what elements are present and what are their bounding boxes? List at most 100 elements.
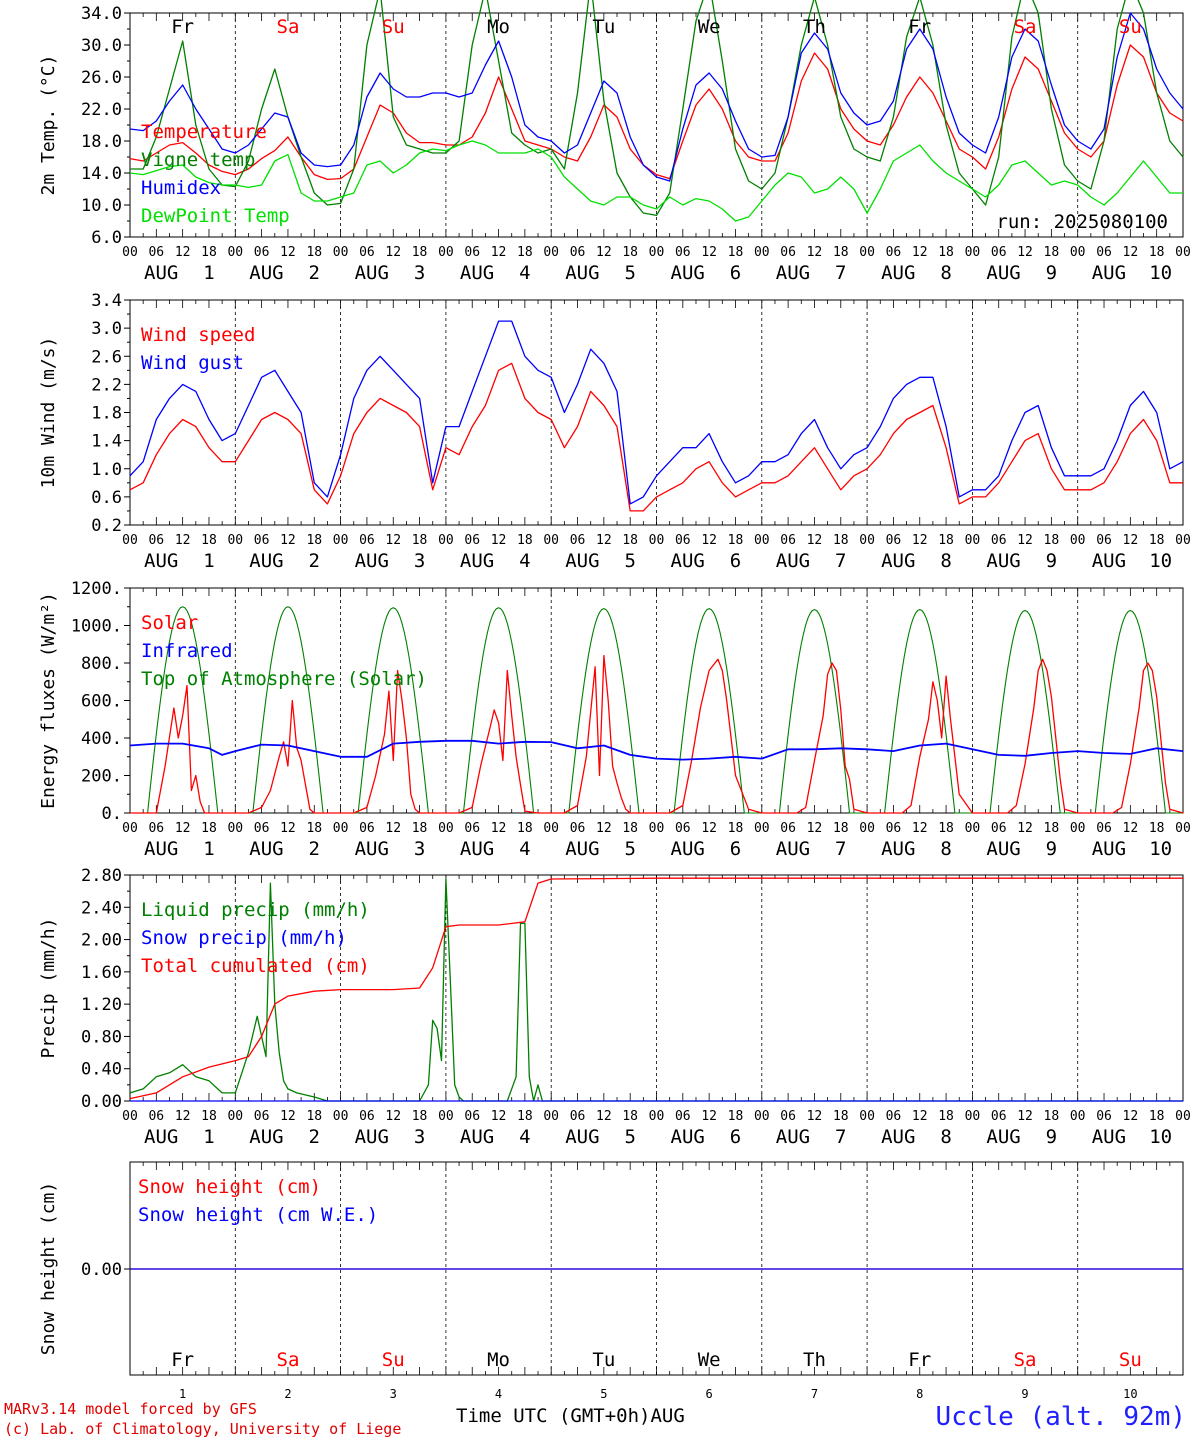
hour-tick-label: 12 xyxy=(701,533,717,548)
hour-tick-label: 12 xyxy=(596,533,612,548)
hour-tick-label: 12 xyxy=(1017,821,1033,836)
hour-tick-label: 18 xyxy=(1044,245,1060,260)
credit-line-1: MARv3.14 model forced by GFS xyxy=(4,1400,257,1418)
date-day-label: 1 xyxy=(203,1126,214,1148)
hour-tick-label: 18 xyxy=(938,533,954,548)
y-tick-label: 22.0 xyxy=(81,100,122,120)
hour-tick-label: 18 xyxy=(306,245,322,260)
date-day-label: 2 xyxy=(309,550,320,572)
date-day-label: 8 xyxy=(940,550,951,572)
hour-tick-label: 00 xyxy=(543,1109,559,1124)
hour-tick-label: 12 xyxy=(701,1109,717,1124)
y-tick-label: 2.2 xyxy=(91,375,122,395)
y-tick-label: 0.80 xyxy=(81,1027,122,1047)
hour-tick-label: 18 xyxy=(622,1109,638,1124)
y-tick-label: 1000. xyxy=(71,617,122,637)
hour-tick-label: 18 xyxy=(306,1109,322,1124)
hour-tick-label: 18 xyxy=(622,821,638,836)
hour-tick-label: 18 xyxy=(833,245,849,260)
hour-tick-label: 18 xyxy=(622,533,638,548)
hour-tick-label: 00 xyxy=(965,533,981,548)
series-total-cumulated-cm xyxy=(129,877,1183,1100)
hour-tick-label: 12 xyxy=(596,245,612,260)
y-tick-label: 2.00 xyxy=(81,931,122,951)
date-number-label: 6 xyxy=(706,1387,713,1400)
hour-tick-label: 06 xyxy=(886,1109,902,1124)
date-day-label: 9 xyxy=(1046,1126,1057,1148)
hour-tick-label: 06 xyxy=(148,533,164,548)
hour-tick-label: 18 xyxy=(1044,533,1060,548)
date-month-label: AUG xyxy=(144,838,178,860)
hour-tick-label: 06 xyxy=(1096,533,1112,548)
date-number-label: 5 xyxy=(600,1387,607,1400)
day-name-label: Mo xyxy=(487,16,510,38)
date-month-label: AUG xyxy=(1092,838,1126,860)
hour-tick-label: 18 xyxy=(412,245,428,260)
hour-tick-label: 06 xyxy=(1096,1109,1112,1124)
hour-tick-label: 00 xyxy=(649,245,665,260)
y-tick-label: 0. xyxy=(102,804,122,824)
date-day-label: 3 xyxy=(414,1126,425,1148)
date-day-label: 10 xyxy=(1149,1126,1172,1148)
date-day-label: 5 xyxy=(624,262,635,284)
date-month-label: AUG xyxy=(355,550,389,572)
hour-tick-label: 06 xyxy=(148,821,164,836)
hour-tick-label: 00 xyxy=(754,245,770,260)
hour-tick-label: 12 xyxy=(175,1109,191,1124)
hour-tick-label: 18 xyxy=(201,533,217,548)
hour-tick-label: 06 xyxy=(359,1109,375,1124)
hour-tick-label: 00 xyxy=(859,533,875,548)
y-tick-label: 0.2 xyxy=(91,516,122,536)
day-name-label: Tu xyxy=(592,1349,615,1371)
hour-tick-label: 18 xyxy=(728,821,744,836)
legend-entry: Snow height (cm W.E.) xyxy=(138,1204,378,1226)
hour-tick-label: 06 xyxy=(991,821,1007,836)
hour-tick-label: 12 xyxy=(385,245,401,260)
date-day-label: 9 xyxy=(1046,550,1057,572)
legend-entry: Solar xyxy=(141,612,198,634)
series-solar xyxy=(130,654,1184,814)
hour-tick-label: 06 xyxy=(991,245,1007,260)
hour-tick-label: 18 xyxy=(412,1109,428,1124)
hour-tick-label: 06 xyxy=(675,1109,691,1124)
hour-tick-label: 06 xyxy=(464,821,480,836)
day-name-label: Sa xyxy=(1014,16,1037,38)
hour-tick-label: 12 xyxy=(1017,1109,1033,1124)
date-month-label: AUG xyxy=(460,1126,494,1148)
hour-tick-label: 00 xyxy=(122,1109,138,1124)
hour-tick-label: 00 xyxy=(859,821,875,836)
hour-tick-label: 06 xyxy=(570,1109,586,1124)
hour-tick-label: 00 xyxy=(965,245,981,260)
date-number-label: 9 xyxy=(1021,1387,1028,1400)
meteogram-chart: 6.0 10.0 14.0 18.0 22.0 26.0 30.0 34.0 2m Temp. … xyxy=(38,0,1191,1400)
date-day-label: 2 xyxy=(309,1126,320,1148)
y-tick-label: 1.0 xyxy=(91,460,122,480)
date-month-label: AUG xyxy=(355,262,389,284)
date-month-label: AUG xyxy=(776,262,810,284)
day-name-label: Su xyxy=(1119,1349,1142,1371)
plot-frame xyxy=(129,12,1184,238)
date-day-label: 4 xyxy=(519,550,530,572)
hour-tick-label: 18 xyxy=(1149,1109,1165,1124)
hour-tick-label: 12 xyxy=(385,533,401,548)
date-number-label: 10 xyxy=(1123,1387,1137,1400)
hour-tick-label: 18 xyxy=(1149,245,1165,260)
hour-tick-label: 00 xyxy=(754,533,770,548)
date-day-label: 8 xyxy=(940,262,951,284)
date-month-label: AUG xyxy=(565,838,599,860)
hour-tick-label: 06 xyxy=(359,245,375,260)
day-name-label: Sa xyxy=(277,1349,300,1371)
date-month-label: AUG xyxy=(144,550,178,572)
date-month-label: AUG xyxy=(671,838,705,860)
y-tick-label: 600. xyxy=(81,692,122,712)
hour-tick-label: 06 xyxy=(148,245,164,260)
date-month-label: AUG xyxy=(144,262,178,284)
hour-tick-label: 18 xyxy=(833,533,849,548)
legend-entry: Total cumulated (cm) xyxy=(141,955,370,977)
date-month-label: AUG xyxy=(671,550,705,572)
date-day-label: 10 xyxy=(1149,262,1172,284)
date-day-label: 10 xyxy=(1149,550,1172,572)
date-month-label: AUG xyxy=(986,262,1020,284)
hour-tick-label: 00 xyxy=(1175,245,1191,260)
hour-tick-label: 12 xyxy=(807,245,823,260)
